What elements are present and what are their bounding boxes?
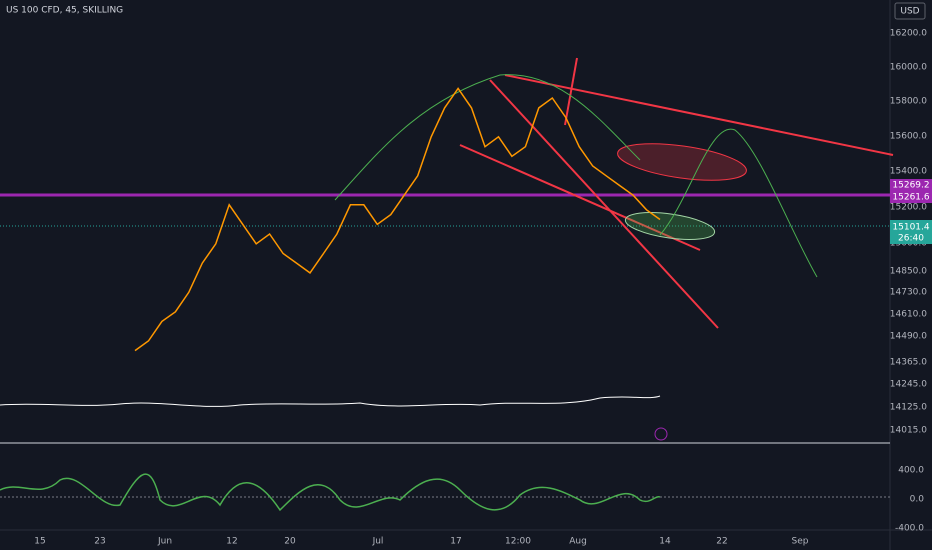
oscillator: [0, 473, 661, 512]
price-badge-text: 15261.6: [892, 193, 929, 203]
trendline: [459, 144, 701, 251]
currency-label[interactable]: USD: [900, 7, 919, 17]
ellipse: [624, 212, 716, 240]
price-label: 14610.0: [890, 310, 927, 320]
oscillator-label: 400.0: [898, 466, 924, 476]
price-label: 14850.0: [890, 267, 927, 277]
price-label: 15600.0: [890, 132, 927, 142]
price-label: 15400.0: [890, 167, 927, 177]
price-label: 15800.0: [890, 97, 927, 107]
curve: [334, 74, 641, 201]
trendline: [489, 79, 719, 329]
price-line: [134, 87, 661, 352]
last-price-badge: [890, 220, 932, 244]
countdown-text: 26:40: [898, 234, 924, 244]
time-label: Aug: [569, 537, 587, 547]
price-label: 16000.0: [890, 63, 927, 73]
time-label: Sep: [792, 537, 809, 547]
trendline: [504, 74, 894, 156]
oscillator-label: 0.0: [910, 495, 925, 505]
currency-button[interactable]: [894, 2, 926, 20]
price-label: 14245.0: [890, 380, 927, 390]
price-badge: [890, 179, 932, 191]
time-label: 14: [659, 537, 671, 547]
time-label: 20: [284, 537, 296, 547]
time-label: 23: [94, 537, 105, 547]
price-badge: [890, 191, 932, 203]
trendline: [564, 57, 578, 126]
projection: [659, 128, 818, 278]
oscillator-label: -400.0: [895, 524, 924, 534]
time-axis: 15 23 Jun 12 20 Jul 17 12:00 Aug 14 22 Sep: [34, 537, 808, 547]
time-label: Jul: [372, 537, 384, 547]
time-label: 15: [34, 537, 45, 547]
replay-icon[interactable]: [654, 427, 668, 441]
ellipse: [617, 143, 747, 181]
price-label: 14125.0: [890, 403, 927, 413]
volume-average: [0, 395, 661, 407]
price-label: 14490.0: [890, 332, 927, 342]
time-label: 12:00: [505, 537, 531, 547]
price-label: 16200.0: [890, 29, 927, 39]
time-label: 12: [226, 537, 237, 547]
price-label: 14015.0: [890, 426, 927, 436]
price-badge-text: 15269.2: [892, 181, 929, 191]
time-label: 22: [716, 537, 727, 547]
time-label: Jun: [157, 537, 172, 547]
price-label: 15200.0: [890, 203, 927, 213]
time-label: 17: [450, 537, 461, 547]
last-price-text: 15101.4: [892, 223, 929, 233]
price-label: 14730.0: [890, 288, 927, 298]
symbol-title: US 100 CFD, 45, SKILLING: [6, 6, 123, 16]
price-label: 14365.0: [890, 358, 927, 368]
